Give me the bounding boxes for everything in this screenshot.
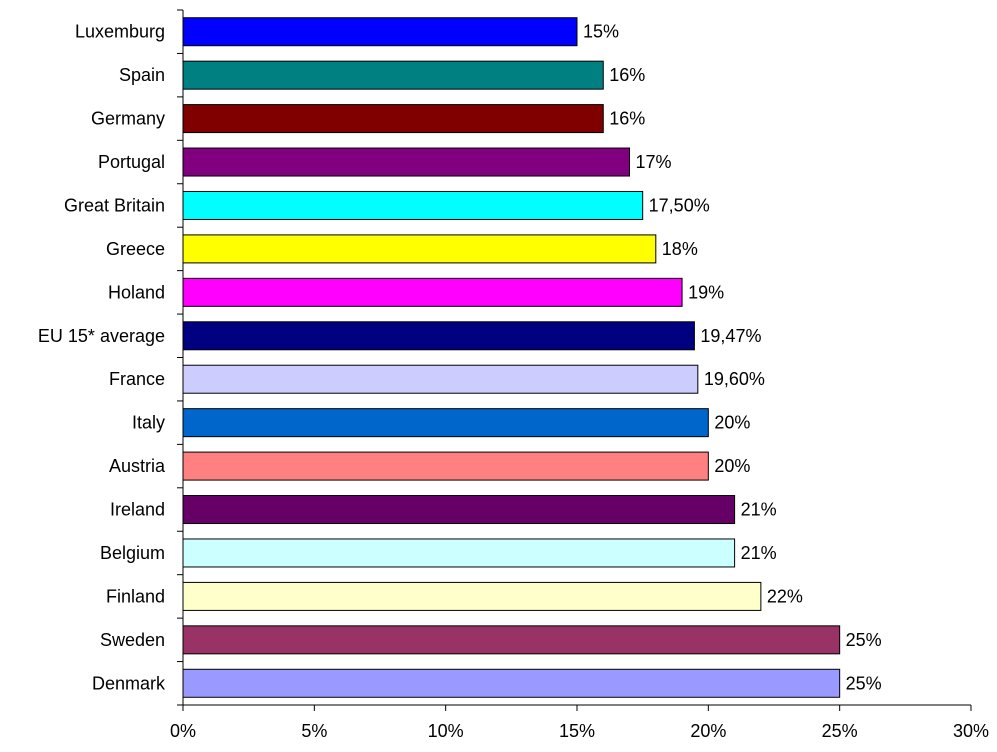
category-label: Belgium (100, 543, 165, 563)
value-labels-group: 15% 16% 16% 17% 17,50% 18% 19% 19,47% 19,60% 20% 2… (583, 22, 882, 694)
value-label: 25% (846, 630, 882, 650)
x-tick-labels-group: 0% 5% 10% 15% 20% 25% 30% (170, 721, 989, 741)
bar-greece (182, 234, 657, 264)
bar-luxemburg (182, 17, 578, 47)
category-label: Austria (109, 456, 166, 476)
value-label: 19% (688, 282, 724, 302)
bar-france (182, 364, 699, 394)
x-tick-label: 10% (428, 721, 464, 741)
bar-finland (182, 581, 762, 611)
category-label: Luxemburg (75, 22, 165, 42)
axes-group (177, 9, 972, 711)
bar-germany (182, 104, 604, 134)
category-label: Italy (132, 413, 165, 433)
x-tick-label: 20% (690, 721, 726, 741)
x-tick-label: 25% (822, 721, 858, 741)
bar-sweden (182, 625, 841, 655)
x-tick-label: 15% (559, 721, 595, 741)
category-label: EU 15* average (38, 326, 165, 346)
bar-portugal (182, 147, 631, 177)
bar-spain (182, 60, 604, 90)
x-tick-label: 30% (953, 721, 989, 741)
bar-holand (182, 277, 683, 307)
bar-ireland (182, 495, 736, 525)
value-label: 19,60% (704, 369, 765, 389)
value-label: 21% (741, 500, 777, 520)
category-label: Holand (108, 282, 165, 302)
value-label: 15% (583, 22, 619, 42)
category-label: Spain (119, 65, 165, 85)
category-label: Portugal (98, 152, 165, 172)
category-label: Sweden (100, 630, 165, 650)
value-label: 20% (714, 413, 750, 433)
value-label: 18% (662, 239, 698, 259)
bars-group (182, 17, 841, 698)
category-label: Denmark (92, 673, 166, 693)
category-labels-group: Luxemburg Spain Germany Portugal Great Brita… (38, 22, 166, 694)
category-label: France (109, 369, 165, 389)
bar-italy (182, 408, 709, 438)
bar-austria (182, 451, 709, 481)
value-label: 22% (767, 586, 803, 606)
value-label: 21% (741, 543, 777, 563)
bar-belgium (182, 538, 736, 568)
category-label: Greece (106, 239, 165, 259)
x-tick-label: 0% (170, 721, 196, 741)
bar-eu-15-average (182, 321, 695, 351)
category-label: Germany (91, 109, 165, 129)
category-label: Finland (106, 586, 165, 606)
x-tick-label: 5% (301, 721, 327, 741)
value-label: 20% (714, 456, 750, 476)
value-label: 16% (609, 109, 645, 129)
category-label: Great Britain (64, 195, 165, 215)
bar-denmark (182, 668, 841, 698)
value-label: 25% (846, 673, 882, 693)
value-label: 19,47% (700, 326, 761, 346)
value-label: 17% (636, 152, 672, 172)
bar-great-britain (182, 190, 644, 220)
value-label: 16% (609, 65, 645, 85)
category-label: Ireland (110, 500, 165, 520)
value-label: 17,50% (649, 195, 710, 215)
